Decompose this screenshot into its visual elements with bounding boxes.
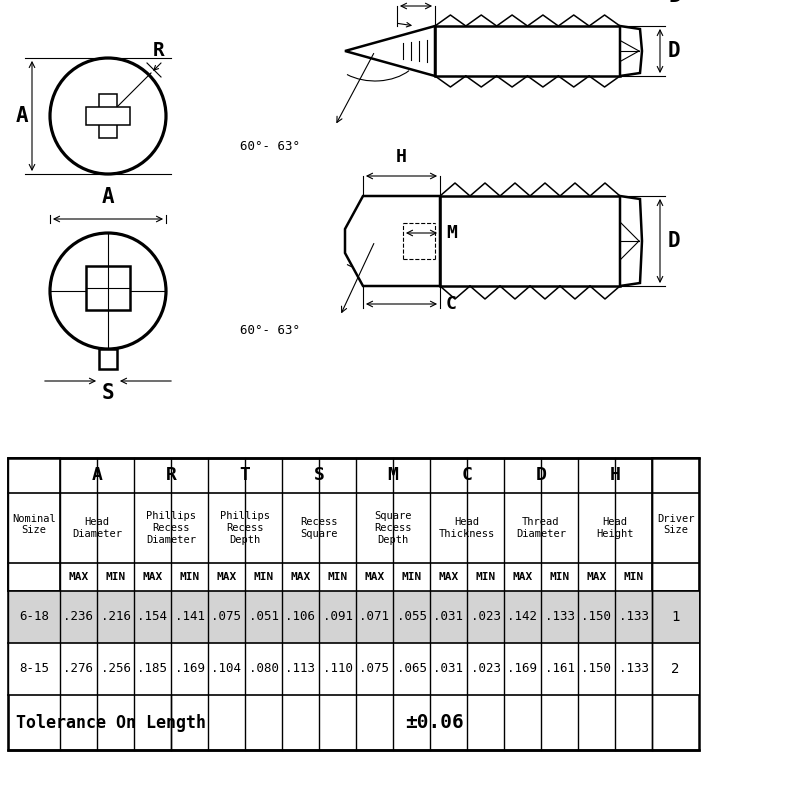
Text: Nominal
Size: Nominal Size	[12, 514, 56, 535]
Text: Head
Height: Head Height	[596, 517, 634, 539]
Text: Recess
Square: Recess Square	[300, 517, 338, 539]
Text: .113: .113	[286, 662, 315, 675]
Text: MIN: MIN	[550, 572, 570, 582]
Text: .133: .133	[618, 610, 649, 623]
Text: .236: .236	[63, 610, 94, 623]
Text: .065: .065	[397, 662, 426, 675]
Text: MAX: MAX	[68, 572, 89, 582]
Text: MAX: MAX	[364, 572, 385, 582]
Text: 60°- 63°: 60°- 63°	[240, 139, 300, 153]
Text: Phillips
Recess
Depth: Phillips Recess Depth	[220, 511, 270, 545]
Text: MAX: MAX	[290, 572, 310, 582]
Text: .133: .133	[545, 610, 574, 623]
Text: M: M	[387, 466, 398, 485]
Text: Square
Recess
Depth: Square Recess Depth	[374, 511, 412, 545]
Text: MAX: MAX	[512, 572, 533, 582]
Text: MIN: MIN	[475, 572, 496, 582]
Text: C: C	[462, 466, 473, 485]
Text: D: D	[668, 41, 681, 61]
Text: Driver
Size: Driver Size	[657, 514, 694, 535]
Bar	[440, 196, 620, 286]
Polygon shape	[620, 196, 642, 286]
Polygon shape	[345, 26, 435, 76]
Text: .216: .216	[101, 610, 130, 623]
Text: M: M	[446, 224, 457, 242]
Text: .080: .080	[249, 662, 278, 675]
Text: MIN: MIN	[254, 572, 274, 582]
Polygon shape	[345, 196, 440, 286]
Text: MIN: MIN	[106, 572, 126, 582]
Text: A: A	[102, 187, 114, 207]
Text: S: S	[314, 466, 325, 485]
Text: .276: .276	[63, 662, 94, 675]
Text: Head
Thickness: Head Thickness	[439, 517, 495, 539]
Text: Thread
Diameter: Thread Diameter	[516, 517, 566, 539]
Bar	[435, 26, 620, 76]
Bar	[8, 643, 699, 695]
Text: .023: .023	[470, 610, 501, 623]
Text: A: A	[16, 106, 28, 126]
Text: MAX: MAX	[438, 572, 458, 582]
Text: .104: .104	[211, 662, 242, 675]
Polygon shape	[86, 107, 130, 125]
Text: .154: .154	[138, 610, 167, 623]
Text: .023: .023	[470, 662, 501, 675]
Polygon shape	[99, 94, 117, 138]
Text: .106: .106	[286, 610, 315, 623]
Text: D: D	[668, 0, 682, 6]
Text: .256: .256	[101, 662, 130, 675]
Text: C: C	[446, 295, 457, 313]
Text: .031: .031	[434, 662, 463, 675]
Text: 60°- 63°: 60°- 63°	[240, 325, 300, 338]
Text: MIN: MIN	[623, 572, 644, 582]
Text: MIN: MIN	[402, 572, 422, 582]
Bar	[8, 591, 699, 643]
Text: S: S	[102, 383, 114, 403]
Text: 2: 2	[671, 662, 680, 676]
Polygon shape	[620, 26, 642, 76]
Text: .142: .142	[507, 610, 538, 623]
Text: ±0.06: ±0.06	[406, 713, 464, 732]
Bar	[8, 458, 60, 591]
Text: Head
Diameter: Head Diameter	[72, 517, 122, 539]
Text: Tolerance On Length: Tolerance On Length	[16, 714, 206, 731]
Text: R: R	[166, 466, 177, 485]
Text: Phillips
Recess
Diameter: Phillips Recess Diameter	[146, 511, 196, 545]
Bar	[652, 458, 699, 591]
Text: MAX: MAX	[216, 572, 237, 582]
Text: R: R	[153, 42, 165, 61]
Text: 6-18: 6-18	[19, 610, 49, 623]
Text: .110: .110	[322, 662, 353, 675]
Bar	[8, 458, 699, 750]
Text: .150: .150	[582, 610, 611, 623]
Bar	[99, 349, 117, 369]
Text: MIN: MIN	[327, 572, 348, 582]
Text: .051: .051	[249, 610, 278, 623]
Text: T: T	[239, 466, 250, 485]
Text: .150: .150	[582, 662, 611, 675]
Text: 8-15: 8-15	[19, 662, 49, 675]
Text: .185: .185	[138, 662, 167, 675]
Text: .133: .133	[618, 662, 649, 675]
Text: .141: .141	[174, 610, 205, 623]
Text: MAX: MAX	[586, 572, 606, 582]
Text: 1: 1	[671, 610, 680, 624]
Text: .075: .075	[359, 662, 390, 675]
Text: .031: .031	[434, 610, 463, 623]
Text: H: H	[396, 148, 407, 166]
Text: D: D	[668, 231, 681, 251]
Text: .075: .075	[211, 610, 242, 623]
Text: .091: .091	[322, 610, 353, 623]
Text: A: A	[91, 466, 102, 485]
Text: H: H	[610, 466, 621, 485]
Text: .161: .161	[545, 662, 574, 675]
Text: .169: .169	[507, 662, 538, 675]
Text: MIN: MIN	[179, 572, 200, 582]
Text: MAX: MAX	[142, 572, 162, 582]
Text: D: D	[535, 466, 546, 485]
Text: .071: .071	[359, 610, 390, 623]
Text: .055: .055	[397, 610, 426, 623]
Bar	[86, 266, 130, 310]
Text: .169: .169	[174, 662, 205, 675]
